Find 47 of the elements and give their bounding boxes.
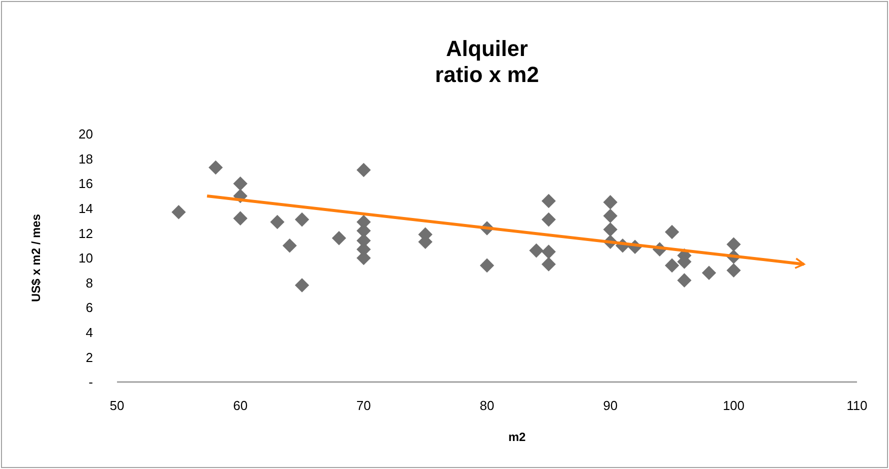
x-tick-label: 50 [110, 398, 124, 413]
y-tick-label: 20 [78, 126, 93, 142]
point [270, 214, 284, 230]
point [282, 238, 297, 253]
y-tick-label: 2 [86, 350, 93, 365]
x-tick-label: 90 [603, 398, 618, 413]
y-tick-label: 16 [78, 176, 93, 192]
chart-title: Alquiler [446, 36, 528, 61]
point [542, 257, 556, 272]
x-axis-title: m2 [508, 430, 526, 444]
x-tick-label: 70 [356, 398, 371, 413]
point [480, 258, 494, 273]
y-tick-label: 18 [78, 151, 93, 166]
y-tick-label: 10 [78, 250, 93, 266]
point [664, 258, 680, 273]
y-tick-label: 14 [78, 200, 93, 216]
x-tick-label: 60 [233, 398, 248, 413]
y-tick-label: 12 [78, 226, 93, 241]
point [603, 208, 618, 223]
point [208, 160, 223, 175]
point [332, 231, 346, 246]
x-tick-label: 110 [846, 398, 868, 413]
y-tick-label: 6 [86, 300, 93, 316]
y-tick-label: 8 [86, 275, 93, 290]
point [726, 237, 741, 252]
y-tick-label: - [88, 374, 93, 390]
point [603, 222, 618, 237]
point [726, 263, 741, 278]
x-tick-label: 100 [722, 398, 745, 413]
y-axis-title: US$ x m2 / mes [29, 214, 43, 302]
point [677, 273, 692, 288]
point [356, 162, 371, 178]
point [233, 211, 248, 226]
point [603, 195, 618, 210]
y-tick-label: 4 [86, 324, 93, 340]
point [542, 212, 556, 227]
point [542, 244, 556, 259]
point [529, 243, 544, 258]
point [702, 266, 716, 280]
chart-subtitle: ratio x m2 [435, 62, 539, 87]
point [294, 278, 310, 292]
point [233, 176, 248, 191]
point [664, 224, 680, 240]
x-tick-label: 80 [480, 398, 494, 413]
point [294, 212, 310, 227]
point [542, 194, 556, 208]
point [172, 204, 186, 220]
